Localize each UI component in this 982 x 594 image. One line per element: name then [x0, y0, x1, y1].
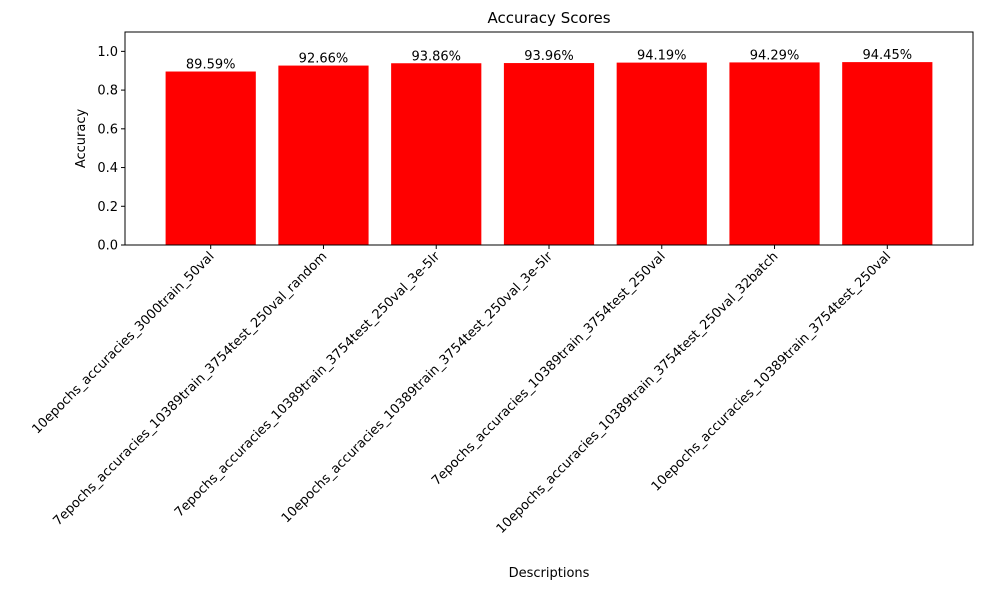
- y-tick-label: 0.0: [97, 239, 118, 254]
- x-tick-label: 7epochs_accuracies_10389train_3754test_2…: [51, 249, 331, 529]
- bar: [165, 71, 256, 245]
- y-axis: 0.0 0.2 0.4 0.6 0.8 1.0: [97, 45, 125, 254]
- data-label: 93.86%: [411, 49, 461, 64]
- data-label: 94.29%: [750, 48, 800, 63]
- bars-layer: [165, 62, 933, 246]
- bar: [616, 62, 707, 246]
- x-axis-label: Descriptions: [509, 566, 590, 581]
- chart-title: Accuracy Scores: [487, 9, 610, 27]
- x-tick-label: 10epochs_accuracies_10389train_3754test_…: [494, 249, 782, 537]
- x-tick-label: 7epochs_accuracies_10389train_3754test_2…: [172, 249, 444, 521]
- x-axis: 10epochs_accuracies_3000train_50val7epoc…: [30, 245, 894, 537]
- x-tick-label: 10epochs_accuracies_10389train_3754test_…: [279, 249, 556, 526]
- y-axis-label: Accuracy: [74, 109, 89, 169]
- bar: [842, 62, 933, 245]
- data-label: 93.96%: [524, 49, 574, 64]
- y-tick-label: 1.0: [97, 45, 118, 60]
- bar: [278, 65, 369, 246]
- data-label: 94.45%: [863, 48, 913, 63]
- x-tick-label: 10epochs_accuracies_10389train_3754test_…: [649, 249, 894, 494]
- data-labels-layer: 89.59% 92.66% 93.86% 93.96% 94.19% 94.29% 94.4…: [186, 48, 912, 72]
- data-label: 92.66%: [299, 52, 349, 67]
- x-tick-label: 10epochs_accuracies_3000train_50val: [30, 249, 218, 437]
- data-label: 94.19%: [637, 49, 687, 64]
- data-label: 89.59%: [186, 58, 236, 73]
- y-tick-label: 0.4: [97, 161, 118, 176]
- y-tick-label: 0.2: [97, 200, 118, 215]
- bar: [729, 62, 820, 245]
- bar: [391, 63, 482, 245]
- bar: [503, 63, 595, 246]
- y-tick-label: 0.6: [97, 122, 118, 137]
- y-tick-label: 0.8: [97, 84, 118, 99]
- x-tick-label: 7epochs_accuracies_10389train_3754test_2…: [429, 249, 669, 489]
